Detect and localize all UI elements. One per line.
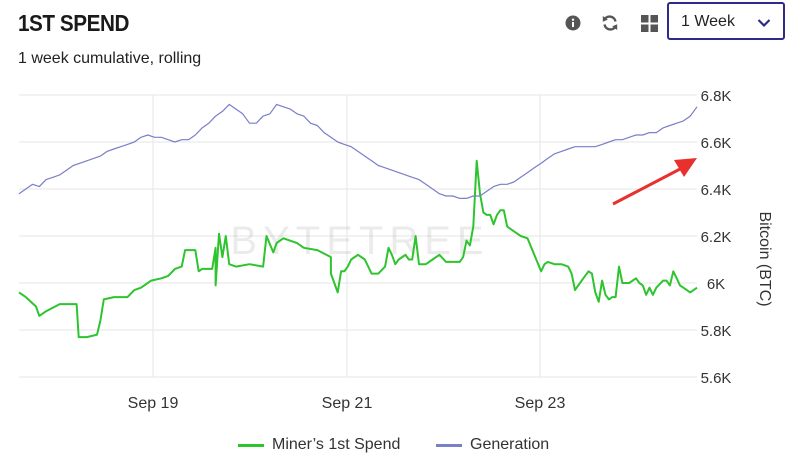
time-range-select[interactable]: 1 Week: [667, 2, 785, 40]
page-title: 1ST SPEND: [18, 10, 129, 36]
time-range-value: 1 Week: [681, 13, 735, 30]
grid: [19, 94, 697, 378]
arrow-head: [674, 158, 697, 177]
red-arrow-annotation: [612, 158, 697, 206]
info-icon[interactable]: [560, 10, 586, 36]
legend: Miner’s 1st Spend Generation: [0, 436, 799, 456]
x-tick-label: Sep 21: [322, 395, 373, 412]
series-line-generation[interactable]: [18, 103, 698, 199]
x-axis: Sep 19 Sep 21 Sep 23: [128, 395, 566, 412]
y-axis: 5.6K 5.8K 6K 6.2K 6.4K 6.6K 6.8K: [701, 88, 732, 387]
legend-label-generation: Generation: [470, 436, 550, 453]
legend-label-spend: Miner’s 1st Spend: [272, 436, 401, 453]
chevron-down-icon: [757, 15, 771, 33]
series-line-miners-1st-spend[interactable]: [18, 159, 698, 339]
y-tick-label: 5.6K: [701, 370, 732, 387]
y-tick-label: 6.6K: [701, 135, 732, 152]
refresh-icon[interactable]: [597, 10, 623, 36]
y-tick-label: 5.8K: [701, 323, 732, 340]
legend-item-generation[interactable]: Generation: [436, 436, 549, 454]
legend-swatch-generation: [436, 443, 462, 447]
arrow-shaft: [612, 166, 683, 206]
x-tick-label: Sep 23: [515, 395, 566, 412]
y-tick-label: 6.2K: [701, 229, 732, 246]
legend-item-spend[interactable]: Miner’s 1st Spend: [238, 436, 400, 454]
grid-icon[interactable]: [636, 10, 662, 36]
y-tick-label: 6.8K: [701, 88, 732, 105]
legend-swatch-spend: [238, 443, 264, 447]
y-axis-label: Bitcoin (BTC): [756, 211, 773, 306]
series-layer: [18, 103, 698, 339]
y-tick-label: 6K: [707, 276, 725, 293]
y-tick-label: 6.4K: [701, 182, 732, 199]
chart-subtitle: 1 week cumulative, rolling: [18, 50, 202, 67]
x-tick-label: Sep 19: [128, 395, 179, 412]
